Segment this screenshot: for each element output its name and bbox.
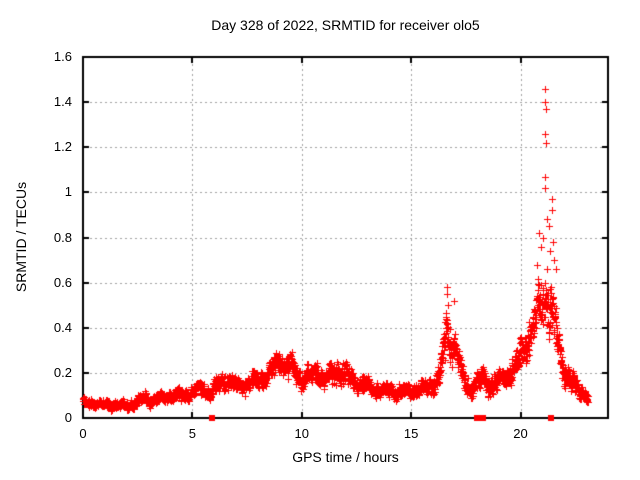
y-tick-label: 0.8 — [53, 229, 72, 245]
y-tick-label: 1.2 — [53, 139, 72, 155]
y-tick-label: 1 — [64, 184, 72, 200]
y-tick-label: 1.4 — [53, 94, 72, 110]
y-tick-label: 1.6 — [53, 49, 72, 64]
y-tick-label: 0.2 — [53, 364, 72, 380]
x-tick-label: 10 — [294, 426, 309, 441]
y-tick-label: 0.6 — [53, 274, 72, 290]
x-tick-label: 5 — [188, 426, 196, 441]
x-axis-label: GPS time / hours — [292, 449, 399, 465]
y-tick-label: 0 — [64, 410, 72, 425]
x-tick-label: 0 — [79, 426, 87, 441]
chart-title: Day 328 of 2022, SRMTID for receiver olo… — [211, 17, 480, 33]
y-tick-label: 0.4 — [53, 319, 72, 335]
x-tick-label: 20 — [513, 426, 528, 441]
x-tick-label: 15 — [403, 426, 419, 441]
